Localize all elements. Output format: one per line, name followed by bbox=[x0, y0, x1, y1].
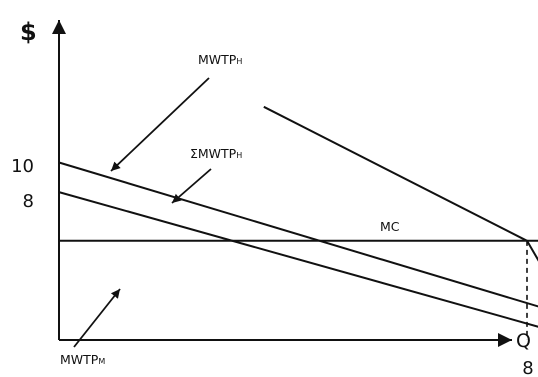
mc-label: MC bbox=[380, 219, 400, 234]
sum-mwtph-label-sub: H bbox=[236, 151, 242, 160]
y-axis-label: $ bbox=[20, 18, 37, 46]
mwtph-label-main: MWTP bbox=[198, 52, 237, 67]
mwtpm-label: MWTPM bbox=[60, 352, 105, 367]
y-tick-label-10: 10 bbox=[11, 156, 34, 177]
series-line-mwtpm bbox=[58, 191, 538, 328]
mwtph-label: MWTPH bbox=[198, 52, 242, 67]
mwtph-label-sub: H bbox=[236, 57, 242, 66]
mwtpm-annotation-arrow bbox=[73, 288, 121, 348]
sum-mwtph-label: ΣMWTPH bbox=[190, 146, 242, 161]
mwtph-annotation-arrow bbox=[110, 77, 210, 172]
sum-mwtph-annotation-arrow bbox=[171, 168, 212, 204]
mwtpm-label-sub: M bbox=[98, 357, 105, 366]
mwtpm-label-main: MWTP bbox=[60, 352, 99, 367]
sum-mwtph-label-main: ΣMWTP bbox=[190, 146, 237, 161]
x-tick-label-8: 8 bbox=[522, 358, 533, 377]
y-tick-label-8: 8 bbox=[23, 191, 34, 212]
x-axis-label: Q bbox=[516, 330, 531, 352]
series-line-mwtph bbox=[58, 161, 538, 308]
